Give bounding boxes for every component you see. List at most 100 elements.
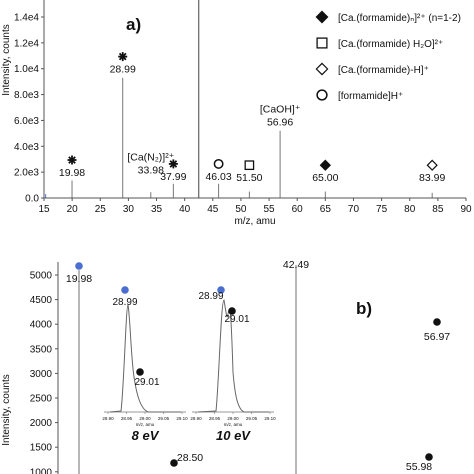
diamond-filled-marker xyxy=(315,10,329,24)
y-tick-label: 1.0e4 xyxy=(14,64,39,75)
circle-shape xyxy=(425,453,433,461)
circle-shape xyxy=(217,286,225,294)
x-tick-label: 40 xyxy=(179,204,191,215)
point-label: 55.98 xyxy=(406,461,432,473)
inset-caption: 10 eV xyxy=(216,428,251,443)
black-circle-marker xyxy=(170,459,178,467)
square-marker xyxy=(244,160,255,171)
peak-label: 33.98 xyxy=(138,164,164,176)
circle-marker xyxy=(316,89,328,101)
x-tick-label: 75 xyxy=(376,204,388,215)
y-tick-label: 2.0e3 xyxy=(14,168,39,179)
x-tick-label: 35 xyxy=(151,204,163,215)
x-tick-label: 15 xyxy=(38,204,50,215)
legend-entry-text: [Ca.(formamide) H₂O]²⁺ xyxy=(338,39,443,50)
peak-label: 65.00 xyxy=(312,172,338,184)
y-tick-label: 1500 xyxy=(30,443,53,454)
diamond-filled-marker xyxy=(319,159,331,171)
y-tick-label: 1.2e4 xyxy=(14,38,39,49)
x-tick-label: 30 xyxy=(123,204,135,215)
panel-a-x-axis-label: m/z, amu xyxy=(234,216,275,227)
x-tick-label: 25 xyxy=(95,204,107,215)
x-tick-label: 80 xyxy=(404,204,416,215)
inset-tick-label: 29.10 xyxy=(264,416,276,421)
x-tick-label: 55 xyxy=(264,204,276,215)
y-tick-label: 6.0e3 xyxy=(14,116,39,127)
x-tick-label: 20 xyxy=(67,204,79,215)
panel-a-legend: [Ca.(formamide)ₙ]²⁺ (n=1-2) [Ca.(formamid… xyxy=(315,10,461,102)
black-circle-marker xyxy=(433,318,441,326)
x-tick-label: 70 xyxy=(348,204,360,215)
point-label: 56.97 xyxy=(424,331,450,343)
panel-a-label: a) xyxy=(126,15,141,34)
y-tick-label: 2500 xyxy=(30,394,53,405)
y-tick-label: 4000 xyxy=(30,320,53,331)
circle-shape xyxy=(170,459,178,467)
inset-tick-label: 29.10 xyxy=(176,416,188,421)
asterisk-stroke xyxy=(169,160,178,168)
x-tick-label: 85 xyxy=(432,204,444,215)
panel-b-y-axis-label: Intensity, counts xyxy=(1,374,12,446)
y-tick-label: 4.0e3 xyxy=(14,142,39,153)
asterisk-marker xyxy=(168,159,178,169)
x-tick-label: 60 xyxy=(292,204,304,215)
square-shape xyxy=(316,37,328,49)
square-marker xyxy=(316,37,328,49)
x-tick-label: 45 xyxy=(207,204,219,215)
circle-shape xyxy=(121,286,129,294)
inset-trace xyxy=(109,304,181,413)
blue-circle-marker xyxy=(75,262,83,270)
diamond-shape xyxy=(319,159,331,171)
asterisk-stroke xyxy=(118,52,127,61)
diamond-shape xyxy=(315,62,329,76)
point-label: 28.50 xyxy=(177,452,203,464)
inset-tick-label: 29.05 xyxy=(246,416,258,421)
circle-shape xyxy=(228,307,236,315)
asterisk-marker xyxy=(118,52,128,62)
asterisk-stroke xyxy=(68,156,76,164)
inset-tick-label: 28.90 xyxy=(102,416,114,421)
panel-b-label: b) xyxy=(356,299,372,318)
peak-formula: [CaOH]⁺ xyxy=(260,104,301,116)
x-tick-label: 50 xyxy=(235,204,247,215)
peak-label: 51.50 xyxy=(236,172,262,184)
inset-peak-label: 28.99 xyxy=(112,297,137,308)
inset-x-label: m/z, amu xyxy=(136,422,155,427)
circle-shape xyxy=(136,368,144,376)
inset-x-label: m/z, amu xyxy=(224,422,243,427)
asterisk-marker xyxy=(67,155,77,165)
black-circle-marker xyxy=(228,307,236,315)
inset-tick-label: 28.95 xyxy=(209,416,221,421)
x-tick-label: 90 xyxy=(460,204,472,215)
diamond-open-marker xyxy=(315,62,329,76)
inset-trace xyxy=(197,299,269,413)
y-tick-label: 1.4e4 xyxy=(14,13,39,24)
circle-marker xyxy=(213,158,224,169)
black-circle-marker xyxy=(136,368,144,376)
panel-b: 5000 4500 4000 3500 3000 2500 2000 1500 1000 Int… xyxy=(1,259,450,474)
peak-label: 37.99 xyxy=(160,171,186,183)
black-circle-marker xyxy=(425,453,433,461)
inset-tick-label: 28.90 xyxy=(190,416,202,421)
blue-circle-marker xyxy=(217,286,225,294)
diamond-shape xyxy=(315,10,329,24)
peak-label: 56.96 xyxy=(267,117,293,129)
peak-label: 19.98 xyxy=(66,273,92,285)
inset-peak-label: 29.01 xyxy=(134,377,159,388)
x-tick-label: 65 xyxy=(320,204,332,215)
panel-a-y-axis-label: Intensity, counts xyxy=(1,24,12,96)
y-tick-label: 3500 xyxy=(30,344,53,355)
circle-shape xyxy=(75,262,83,270)
square-shape xyxy=(244,160,255,171)
circle-shape xyxy=(433,318,441,326)
peak-label: 42.49 xyxy=(283,259,309,271)
y-tick-label: 2000 xyxy=(30,418,53,429)
peak-label: 46.03 xyxy=(205,171,231,183)
inset-tick-label: 29.00 xyxy=(227,416,239,421)
blue-circle-marker xyxy=(121,286,129,294)
circle-shape xyxy=(316,89,328,101)
peak-label: 19.98 xyxy=(59,167,85,179)
